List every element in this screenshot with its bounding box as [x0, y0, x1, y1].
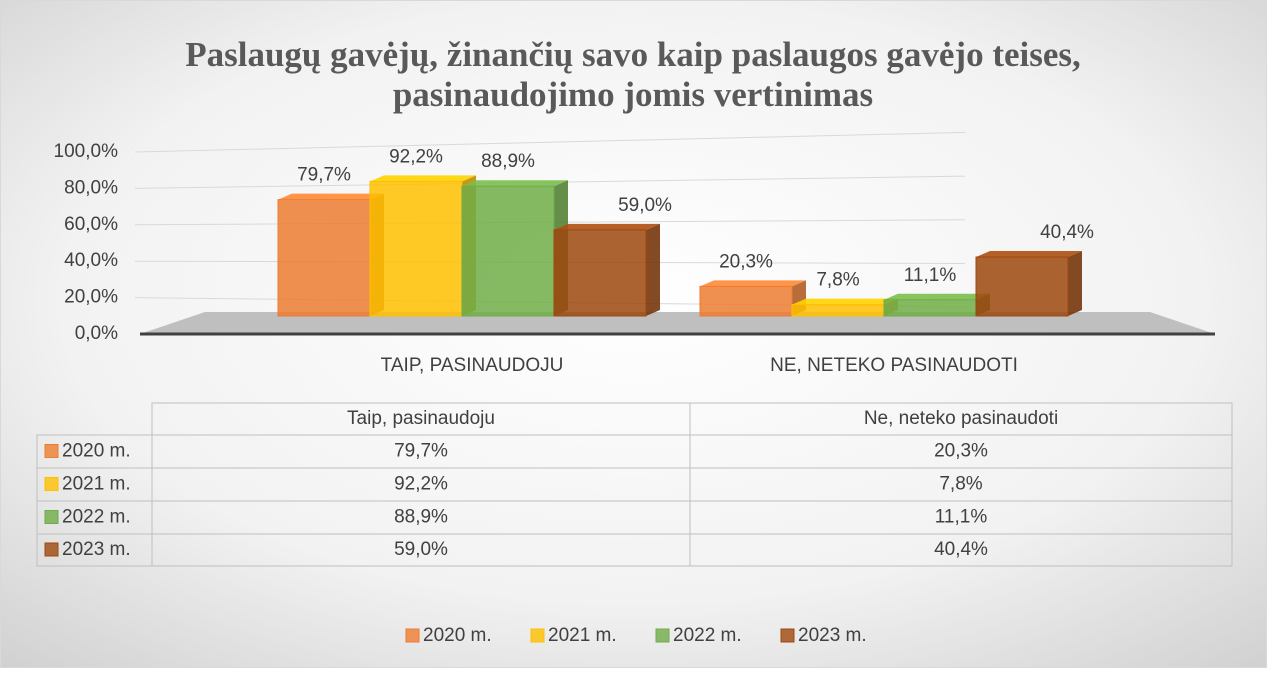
legend-key: [405, 628, 420, 643]
table-cell: 11,1%: [935, 507, 988, 528]
bar: [791, 298, 898, 317]
bar-face: [700, 280, 806, 287]
legend-key: [44, 510, 59, 524]
legend-label: 2020 m.: [423, 625, 492, 646]
legend-label: 2022 m.: [673, 625, 742, 646]
y-tick-label: 60,0%: [64, 214, 118, 235]
legend-key: [780, 628, 795, 643]
legend-key: [44, 444, 59, 458]
data-label: 11,1%: [904, 265, 957, 286]
table-row-label: 2022 m.: [62, 507, 131, 528]
table-row-label: 2021 m.: [62, 474, 131, 495]
data-label: 40,4%: [1040, 222, 1094, 243]
bar-face: [277, 199, 371, 317]
data-label: 88,9%: [481, 151, 535, 172]
chart-title: Paslaugų gavėjų, žinančių savo kaip pasl…: [185, 35, 1081, 74]
bar-face: [791, 304, 885, 317]
legend-key: [655, 628, 670, 643]
table-cell: 92,2%: [394, 474, 448, 495]
bar-face: [699, 285, 793, 317]
y-tick-label: 100,0%: [54, 141, 119, 162]
bar-face: [976, 251, 1082, 258]
data-label: 79,7%: [297, 165, 351, 186]
bar: [699, 280, 806, 317]
legend-label: 2023 m.: [798, 625, 867, 646]
table-row-label: 2020 m.: [62, 441, 131, 462]
legend-key: [44, 477, 59, 491]
bar-face: [370, 175, 476, 182]
data-label: 59,0%: [618, 195, 672, 216]
table-row-label: 2023 m.: [62, 539, 131, 560]
legend-label: 2021 m.: [548, 625, 617, 646]
data-label: 7,8%: [816, 270, 859, 291]
bar-face: [646, 223, 660, 316]
y-tick-label: 20,0%: [64, 287, 118, 308]
bar-face: [369, 180, 463, 317]
bar: [883, 293, 990, 317]
bar-face: [461, 185, 555, 317]
table-column-header: Taip, pasinaudoju: [347, 408, 495, 429]
y-tick-label: 80,0%: [64, 177, 118, 198]
bar-face: [553, 229, 647, 317]
table-cell: 40,4%: [934, 539, 988, 560]
bar-face: [884, 293, 990, 300]
table-cell: 7,8%: [939, 474, 982, 495]
x-tick-label: TAIP, PASINAUDOJU: [381, 355, 564, 376]
y-tick-label: 0,0%: [75, 323, 118, 344]
bar-face: [975, 256, 1069, 317]
table-cell: 59,0%: [394, 539, 448, 560]
table-header: [151, 402, 1233, 436]
data-label: 92,2%: [389, 146, 443, 167]
table-column-header: Ne, neteko pasinaudoti: [864, 408, 1058, 429]
bar: [461, 180, 568, 317]
bar: [553, 223, 660, 317]
table-cell: 79,7%: [394, 441, 448, 462]
bar-face: [554, 223, 660, 230]
table-cell: 88,9%: [394, 507, 448, 528]
bar-face: [792, 298, 898, 305]
y-tick-label: 40,0%: [64, 250, 118, 271]
bar-face: [462, 180, 568, 187]
x-tick-label: NE, NETEKO PASINAUDOTI: [770, 355, 1018, 376]
legend-key: [530, 628, 545, 643]
bar: [277, 193, 384, 317]
bar: [975, 251, 1082, 317]
grid-line: [134, 131, 966, 153]
bar: [369, 175, 476, 317]
bar-face: [278, 193, 384, 200]
bar-face: [1068, 251, 1082, 316]
bar-face: [883, 299, 977, 317]
legend-key: [44, 542, 59, 557]
data-label: 20,3%: [719, 251, 773, 272]
floor: [140, 312, 1215, 334]
table-cell: 20,3%: [934, 441, 988, 462]
chart-title: pasinaudojimo jomis vertinimas: [393, 75, 873, 114]
